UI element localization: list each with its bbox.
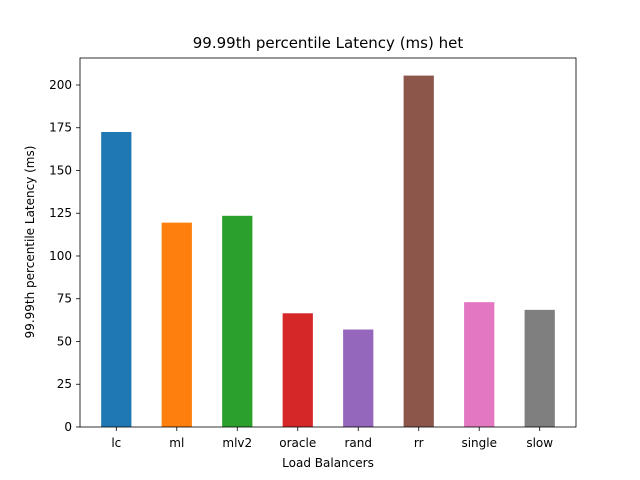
bar-rand — [343, 329, 374, 427]
bar-oracle — [282, 313, 313, 427]
y-tick-label: 200 — [49, 78, 72, 92]
y-tick-label: 50 — [57, 334, 72, 348]
bar-rr — [403, 75, 434, 427]
axes-frame — [79, 57, 577, 428]
bar-ml — [161, 222, 192, 427]
bar-slow — [524, 309, 555, 427]
y-tick-label: 25 — [57, 377, 72, 391]
y-tick-label: 125 — [49, 206, 72, 220]
x-tick-label: rand — [344, 436, 372, 450]
y-tick-label: 100 — [49, 249, 72, 263]
x-tick-label: slow — [526, 436, 553, 450]
y-tick-label: 75 — [57, 292, 72, 306]
y-tick-label: 0 — [64, 420, 72, 434]
x-tick-label: ml — [169, 436, 184, 450]
bar-mlv2 — [222, 215, 253, 427]
x-tick-label: rr — [414, 436, 424, 450]
x-axis-label: Load Balancers — [282, 456, 374, 470]
y-axis-label: 99.99th percentile Latency (ms) — [23, 146, 37, 339]
y-tick-label: 175 — [49, 121, 72, 135]
x-tick-label: oracle — [279, 436, 316, 450]
x-tick-label: lc — [111, 436, 121, 450]
x-tick-label: mlv2 — [222, 436, 252, 450]
plot-area: lc ml mlv2 oracle rand rr single slow 0 25 50 75 100… — [49, 57, 577, 450]
x-tick-label: single — [461, 436, 497, 450]
bar-lc — [101, 132, 132, 427]
chart-title: 99.99th percentile Latency (ms) het — [193, 34, 464, 52]
bar-single — [464, 302, 495, 427]
y-tick-label: 150 — [49, 163, 72, 177]
